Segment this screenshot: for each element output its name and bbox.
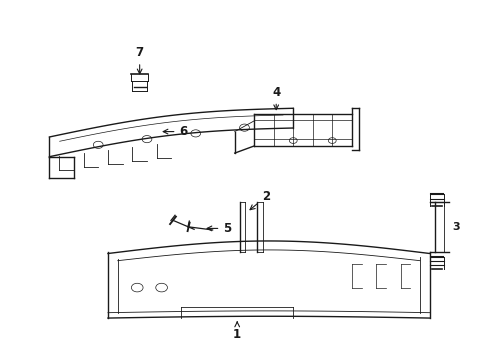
- Text: 4: 4: [271, 86, 280, 110]
- Text: 2: 2: [249, 190, 270, 210]
- Text: 6: 6: [163, 125, 187, 138]
- Text: 7: 7: [135, 46, 143, 74]
- Text: 1: 1: [233, 322, 241, 341]
- Text: 3: 3: [452, 222, 460, 231]
- Text: 5: 5: [206, 222, 231, 235]
